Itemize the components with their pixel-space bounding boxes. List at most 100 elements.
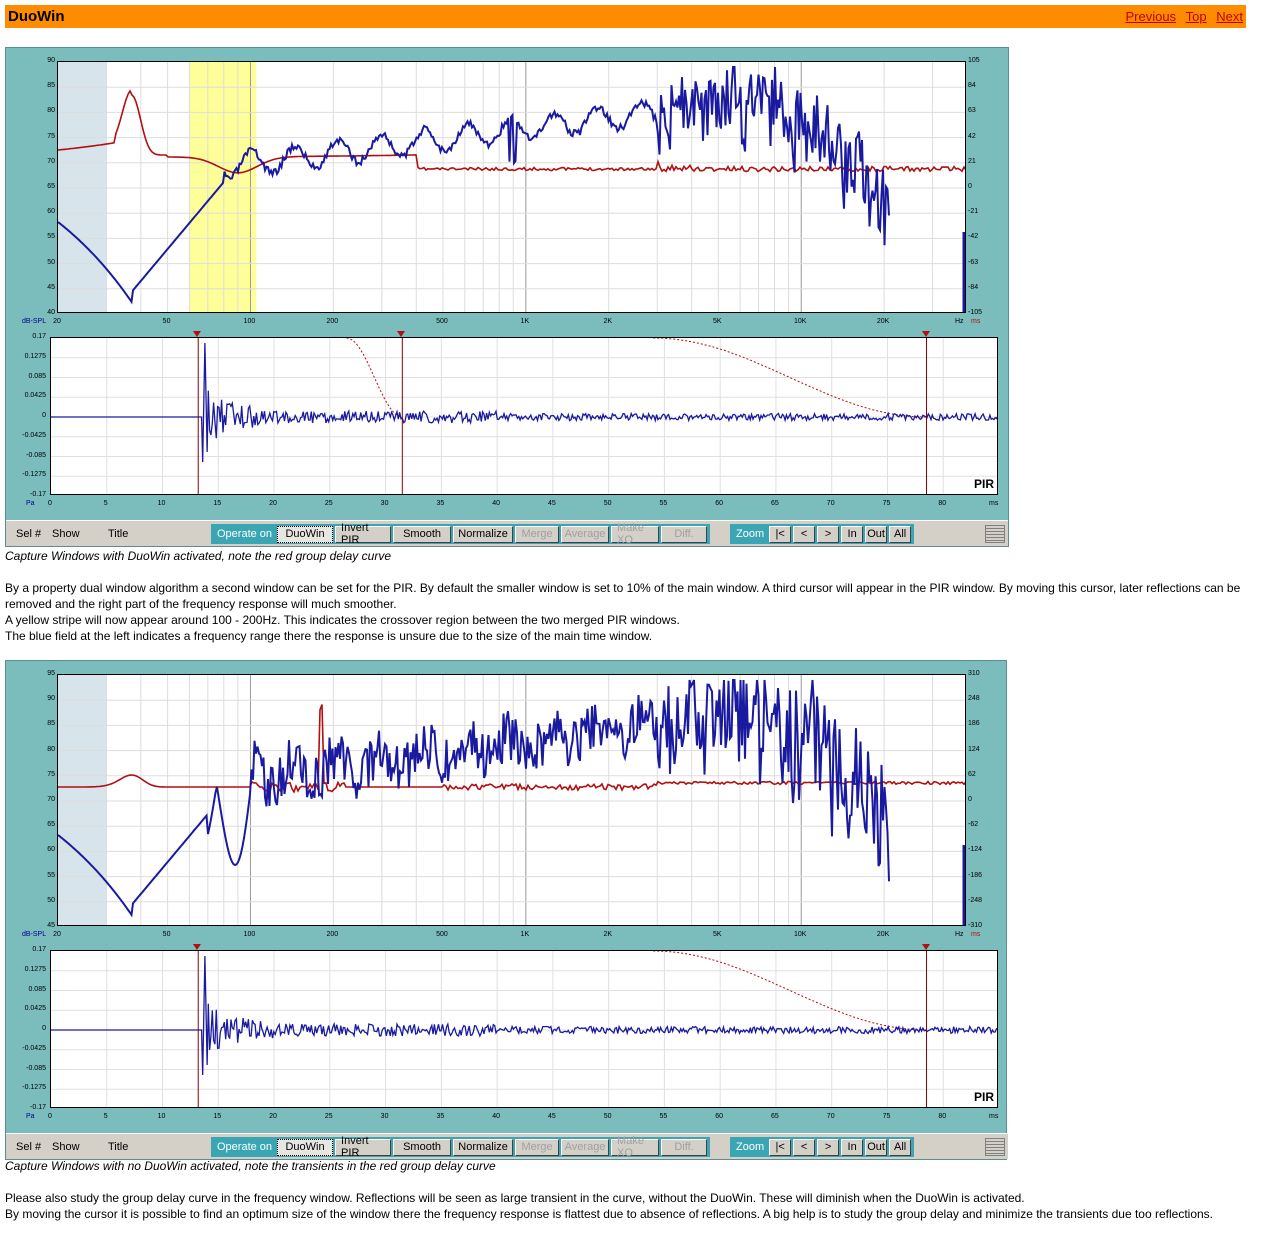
x-tick-label: 1K (520, 318, 530, 325)
paragraph: By moving the cursor it is possible to f… (5, 1207, 1213, 1221)
pir-y-tick-label: 0 (42, 1025, 46, 1032)
duowin-button[interactable]: DuoWin (277, 1138, 334, 1156)
pir-y-tick-label: -0.1275 (22, 1084, 46, 1092)
top-link[interactable]: Top (1185, 9, 1207, 24)
paragraph-group-1: By a property dual window algorithm a se… (5, 580, 1263, 644)
y-tick-label: 65 (47, 821, 55, 829)
zoom-group: Zoom |< < > In Out All (730, 1137, 915, 1157)
x-tick-label: 500 (436, 931, 448, 938)
make-xo-button[interactable]: Make XO (611, 1135, 660, 1159)
y-tick-label: 55 (47, 233, 55, 241)
normalize-button[interactable]: Normalize (453, 1138, 514, 1156)
x-tick-label: 20 (53, 318, 61, 325)
pir-x-tick-label: 55 (659, 1113, 668, 1120)
right-unit-label: ms (971, 931, 981, 938)
zoom-next-button[interactable]: > (817, 1138, 840, 1156)
cursor-marker[interactable] (921, 944, 930, 950)
invert-pir-button[interactable]: Invert PIR (335, 522, 392, 546)
pir-y-tick-label: -0.085 (26, 451, 46, 459)
menu-grip-icon[interactable] (985, 525, 1005, 543)
y-right-tick-label: 310 (968, 670, 980, 677)
zoom-in-button[interactable]: In (841, 525, 864, 543)
invert-pir-button[interactable]: Invert PIR (335, 1135, 392, 1159)
make-xo-button[interactable]: Make XO (611, 522, 660, 546)
y-tick-label: 60 (47, 846, 55, 854)
merge-button[interactable]: Merge (515, 525, 560, 543)
pir-x-unit-label: ms (989, 1113, 999, 1120)
frequency-plot[interactable] (57, 674, 966, 926)
x-unit-label: Hz (955, 931, 964, 938)
merge-button[interactable]: Merge (515, 1138, 560, 1156)
pir-x-tick-label: 25 (324, 500, 333, 507)
cursor-marker[interactable] (397, 331, 406, 337)
pir-x-tick-label: 40 (492, 1113, 501, 1120)
zoom-out-button[interactable]: Out (865, 1138, 888, 1156)
y-right-tick-label: -105 (968, 309, 983, 316)
zoom-prev-button[interactable]: < (793, 525, 816, 543)
pir-x-unit-label: ms (989, 500, 999, 507)
pir-x-tick-label: 75 (882, 500, 891, 507)
smooth-button[interactable]: Smooth (393, 525, 452, 543)
zoom-first-button[interactable]: |< (769, 525, 792, 543)
cursor-marker[interactable] (193, 331, 202, 337)
diff-button[interactable]: Diff. (661, 525, 708, 543)
zoom-all-button[interactable]: All (889, 525, 912, 543)
cursor-marker[interactable] (193, 944, 202, 950)
pir-x-tick-label: 0 (48, 1113, 52, 1120)
pir-y-tick-label: 0.0425 (24, 392, 46, 400)
x-tick-label: 200 (326, 318, 339, 325)
y-right-tick-label: -62 (968, 821, 979, 829)
zoom-label: Zoom (736, 528, 765, 540)
pir-x-tick-label: 15 (213, 1113, 222, 1120)
pir-y-tick-label: 0 (42, 412, 46, 419)
x-tick-label: 20K (876, 931, 890, 938)
cursor-marker[interactable] (921, 331, 930, 337)
pir-x-tick-label: 5 (103, 1113, 108, 1120)
frequency-plot[interactable] (57, 61, 966, 313)
y-right-tick-label: -21 (968, 208, 979, 216)
zoom-all-button[interactable]: All (889, 1138, 912, 1156)
y-tick-label: 90 (47, 695, 55, 703)
pir-plot[interactable]: PIR (50, 337, 998, 495)
previous-link[interactable]: Previous (1125, 9, 1177, 24)
y-tick-label: 95 (47, 670, 55, 677)
pir-y-axis-label: Pa (26, 1113, 35, 1120)
pir-x-tick-label: 70 (826, 500, 835, 507)
zoom-in-button[interactable]: In (841, 1138, 864, 1156)
average-button[interactable]: Average (561, 1138, 610, 1156)
y-right-tick-label: 62 (968, 770, 976, 778)
title-column-label: Title (108, 528, 129, 540)
zoom-label: Zoom (736, 1141, 765, 1153)
smooth-button[interactable]: Smooth (393, 1138, 452, 1156)
average-button[interactable]: Average (561, 525, 610, 543)
paragraph: By a property dual window algorithm a se… (5, 581, 1241, 611)
y-right-tick-label: -186 (968, 871, 983, 879)
zoom-first-button[interactable]: |< (769, 1138, 792, 1156)
right-unit-label: ms (971, 318, 981, 325)
duowin-button[interactable]: DuoWin (277, 525, 334, 543)
menu-grip-icon[interactable] (985, 1138, 1005, 1156)
next-link[interactable]: Next (1216, 9, 1243, 24)
y-right-tick-label: 21 (968, 157, 976, 165)
y-right-tick-label: 124 (968, 745, 980, 753)
caption-1: Capture Windows with DuoWin activated, n… (5, 549, 391, 563)
pir-plot[interactable]: PIR (50, 950, 998, 1108)
pir-x-tick-label: 75 (882, 1113, 891, 1120)
y-axis-label: dB-SPL (22, 318, 47, 325)
impulse-response-curve (51, 955, 997, 1076)
zoom-prev-button[interactable]: < (793, 1138, 816, 1156)
zoom-out-button[interactable]: Out (865, 525, 888, 543)
paragraph: The blue field at the left indicates a f… (5, 629, 653, 643)
pir-x-tick-label: 15 (213, 500, 222, 507)
paragraph-group-2: Please also study the group delay curve … (5, 1190, 1263, 1222)
normalize-button[interactable]: Normalize (453, 525, 514, 543)
y-tick-label: 80 (47, 745, 55, 753)
window-curve-inner (346, 338, 403, 418)
diff-button[interactable]: Diff. (661, 1138, 708, 1156)
zoom-next-button[interactable]: > (817, 525, 840, 543)
y-tick-label: 40 (47, 309, 55, 316)
pir-label: PIR (973, 477, 994, 491)
pir-y-axis-label: Pa (26, 500, 35, 507)
pir-y-tick-label: -0.0425 (22, 431, 46, 439)
pir-x-tick-label: 35 (436, 1113, 445, 1120)
